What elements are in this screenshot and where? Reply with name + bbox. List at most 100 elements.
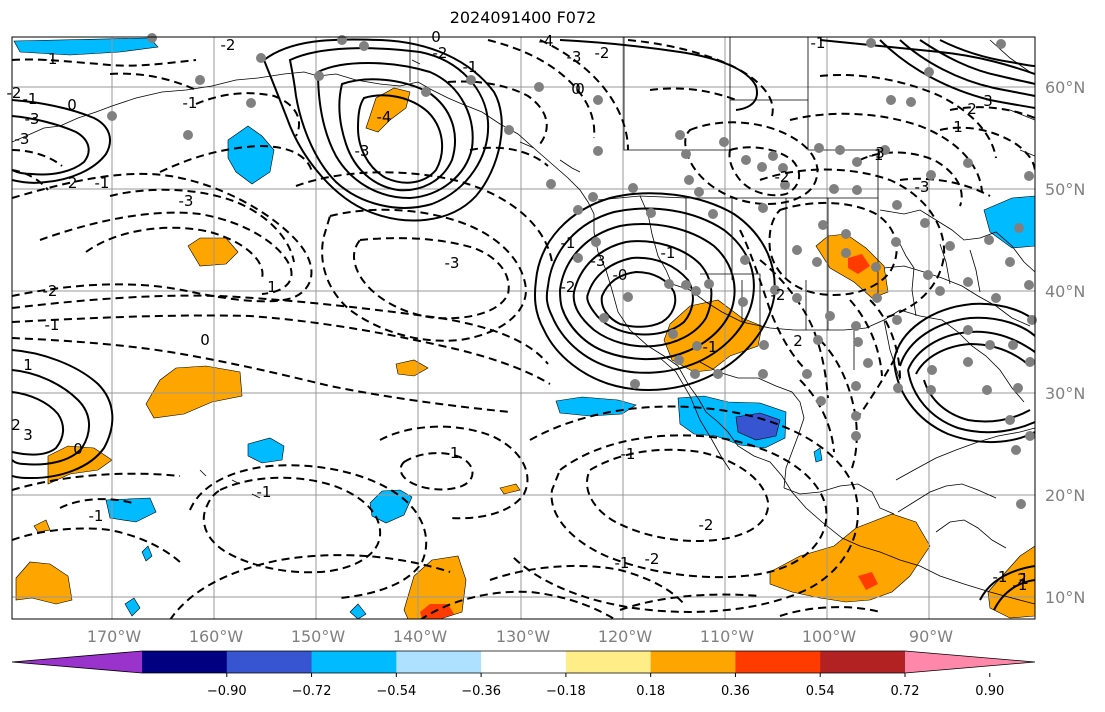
lon-label: 120°W [598,627,653,646]
contour-label: 0 [575,80,585,98]
shaded-region-positive [403,555,467,619]
shaded-region-positive-strong [848,254,870,274]
contour-label: -1 [703,338,718,356]
shaded-region-positive [499,483,521,495]
lon-label: 170°W [87,627,142,646]
shaded-region-positive [15,561,73,605]
graticule [12,37,1035,619]
colorbar-swatch [650,651,736,673]
contour-label: -3 [15,130,30,148]
map-title: 2024091400 F072 [449,8,597,27]
contour-label: -1 [869,146,884,164]
contours-negative-dashed [12,39,1035,619]
lon-label: 160°W [189,627,244,646]
lat-label: 40°N [1045,282,1085,301]
contour-label: -2 [43,282,58,300]
latitude-labels: 60°N 50°N 40°N 30°N 20°N 10°N [1045,78,1085,607]
contour-label: -1 [45,316,60,334]
contour-label: -2 [221,36,236,54]
contour-label: 3 [23,426,33,444]
shaded-region-negative [124,597,141,617]
colorbar-tick-label: −0.18 [546,684,586,699]
shaded-region-negative-strong [735,412,781,441]
map-frame [11,36,1036,620]
contour-label: -3 [567,48,582,66]
lat-label: 30°N [1045,384,1085,403]
contour-label: 2 [11,416,21,434]
shaded-region-negative [141,545,153,562]
colorbar-swatch [565,651,652,673]
contour-label: -1 [1013,576,1028,594]
colorbar-tick-label: −0.36 [461,684,501,699]
contour-label: -3 [591,252,606,270]
contour-label: -0 [613,266,628,284]
lat-label: 10°N [1045,588,1085,607]
lon-label: 110°W [700,627,755,646]
shaded-region-negative [247,437,285,464]
shaded-region-negative [227,125,275,185]
contour-label: -2 [7,84,22,102]
shaded-region-negative [369,489,413,524]
contour-label: -3 [445,254,460,272]
shaded-region-negative [13,37,159,56]
contour-label: 2 [793,332,803,350]
shaded-region-negative [983,195,1035,249]
contour-label: -2 [561,278,576,296]
colorbar-tick-label: 0.72 [891,684,920,699]
colorbar-swatch [142,651,228,673]
lat-label: 20°N [1045,486,1085,505]
contour-label: 1 [1019,570,1029,588]
contour-label: 0 [67,96,77,114]
contour-labels: -1-2-10-3-1-2-3123-1-2-30-4-1-3-210-1-3-… [7,28,1029,594]
contour-label: -1 [95,174,110,192]
contour-label: -2 [645,550,660,568]
contour-label: 1 [953,118,963,136]
contour-label: -1 [445,444,460,462]
colorbar-swatch [735,651,821,673]
contour-label: 1 [267,278,277,296]
colorbar-tick-label: −0.90 [207,684,247,699]
contour-label: -1 [661,244,676,262]
contour-label: -1 [183,94,198,112]
lon-label: 140°W [393,627,448,646]
shaded-region-negative [105,497,157,523]
contour-label: -1 [257,483,272,501]
contour-label: -3 [355,142,370,160]
lat-label: 50°N [1045,180,1085,199]
shaded-region-positive [145,365,243,419]
contour-label: -3 [25,110,40,128]
contour-label: -1 [811,34,826,52]
contour-label: 0 [200,331,210,349]
contour-label: -2 [595,44,610,62]
lon-label: 150°W [291,627,346,646]
colorbar-swatch [481,651,567,673]
longitude-labels: 170°W 160°W 150°W 140°W 130°W 120°W 110°… [87,627,953,646]
colorbar-tick-label: 0.18 [636,684,665,699]
colorbar-extend-min [12,651,142,673]
colorbar: −0.90 −0.72 −0.54 −0.36 −0.18 0.18 0.36 0.54 0.7… [11,650,1036,699]
lon-label: 90°W [909,627,953,646]
contour-label: -2 [699,516,714,534]
lat-label: 60°N [1045,78,1085,97]
contour-label: -1 [463,58,478,76]
contour-label: -1 [561,234,576,252]
contour-label: 1 [23,356,33,374]
colorbar-swatch [311,651,397,673]
lon-label: 130°W [496,627,551,646]
contour-label: -1 [615,554,630,572]
colorbar-tick-label: −0.72 [292,684,332,699]
shaded-region-negative [555,396,637,417]
contour-label: -4 [539,32,554,50]
station-markers [107,33,1037,509]
colorbar-swatch [226,651,313,673]
colorbar-swatch [396,651,482,673]
colorbar-outline [11,650,1036,674]
contour-label: -2 [775,168,790,186]
contour-label: -1 [43,50,58,68]
shaded-region-positive-strong [858,572,878,590]
colorbar-tick-label: 0.36 [721,684,750,699]
contour-label: -1 [993,568,1008,586]
shaded-region-positive [769,513,931,603]
contour-label: -1 [89,507,104,525]
